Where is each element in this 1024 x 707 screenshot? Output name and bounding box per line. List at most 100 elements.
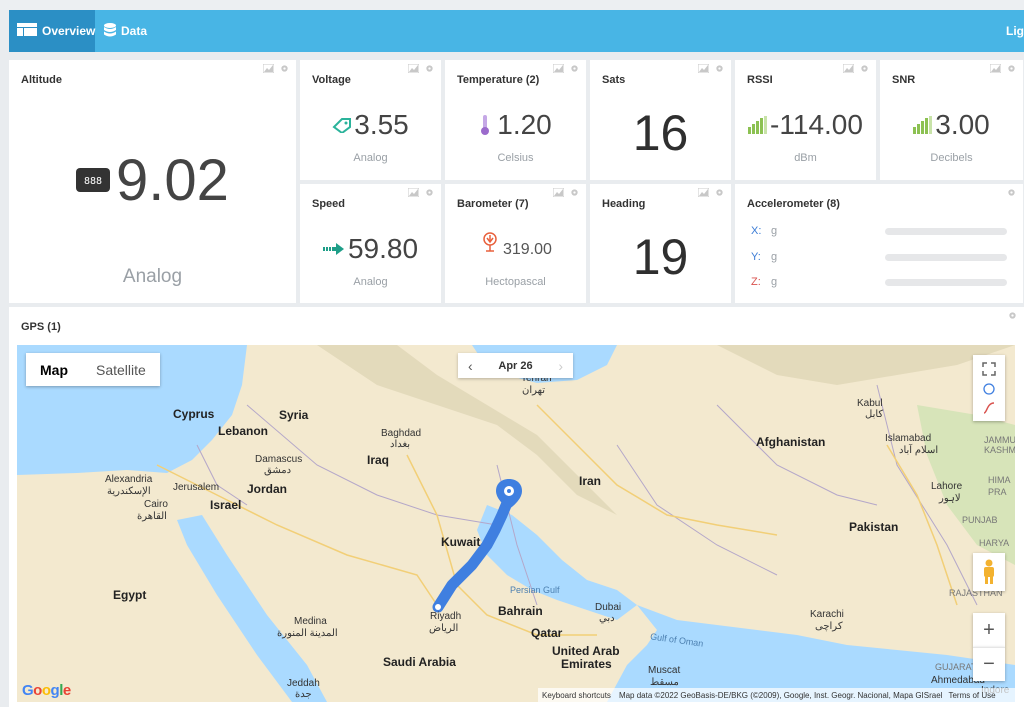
card-tools — [990, 64, 1017, 73]
zoom-in-button[interactable]: + — [973, 613, 1005, 647]
gear-icon[interactable] — [1007, 311, 1018, 320]
map-label: GUJARAT — [935, 662, 977, 672]
map-label: Jordan — [247, 482, 288, 496]
map-label: KASHMIR — [984, 445, 1015, 455]
card-tools — [263, 64, 290, 73]
chart-icon[interactable] — [263, 64, 274, 73]
gear-icon[interactable] — [714, 188, 725, 197]
accelerometer-card: Accelerometer (8) X: g Y: g Z: g — [735, 184, 1023, 303]
map-label: Afghanistan — [756, 435, 826, 449]
map-type-satellite-button[interactable]: Satellite — [96, 361, 146, 378]
map-label: مسقط — [650, 677, 679, 688]
altitude-title: Altitude — [21, 74, 62, 86]
map-type-map-button[interactable]: Map — [40, 361, 68, 378]
chart-icon[interactable] — [553, 64, 564, 73]
map-label: Cairo — [144, 499, 168, 510]
tab-overview[interactable]: Overview — [9, 10, 95, 52]
rssi-value-row: -114.00 — [735, 108, 876, 142]
signal-bars-icon — [748, 116, 768, 134]
terms-link[interactable]: Terms of Use — [948, 690, 996, 700]
temperature-unit: Celsius — [497, 152, 534, 164]
chart-icon[interactable] — [843, 64, 854, 73]
draw-line-icon[interactable] — [983, 402, 995, 414]
map-label: دمشق — [264, 465, 292, 476]
gear-icon[interactable] — [569, 64, 580, 73]
accel-axis-label: Z: — [751, 276, 761, 288]
sats-value: 16 — [632, 105, 689, 161]
accel-unit: g — [771, 225, 778, 237]
map-label: Karachi — [810, 609, 844, 620]
map-label: کراچی — [815, 621, 843, 632]
map-label: PUNJAB — [962, 515, 998, 525]
snr-title: SNR — [892, 74, 916, 86]
map-label: United Arab — [552, 644, 620, 658]
keyboard-shortcuts-link[interactable]: Keyboard shortcuts — [542, 690, 611, 700]
gear-icon[interactable] — [714, 64, 725, 73]
sats-card: Sats 16 — [590, 60, 731, 180]
fullscreen-icon[interactable] — [982, 362, 996, 376]
accel-row-x: X: g — [751, 225, 1007, 237]
sats-title: Sats — [602, 74, 626, 86]
temperature-title: Temperature (2) — [457, 74, 540, 86]
speed-value-row: 59.80 — [300, 232, 441, 266]
temperature-value: 1.20 — [497, 109, 552, 140]
date-prev-button[interactable]: ‹ — [468, 357, 473, 374]
chart-icon[interactable] — [990, 64, 1001, 73]
map-label: Qatar — [531, 626, 563, 640]
gear-icon[interactable] — [1006, 188, 1017, 197]
map-label: Dubai — [595, 602, 622, 613]
chart-icon[interactable] — [408, 188, 419, 197]
speed-value: 59.80 — [347, 233, 419, 264]
altitude-value-row: 888 9.02 — [9, 148, 296, 213]
map-label: Islamabad — [885, 433, 932, 444]
arrow-right-icon — [322, 243, 344, 255]
speed-unit: Analog — [353, 276, 388, 288]
map-label: تهران — [522, 385, 546, 396]
map-label: لاہور — [939, 493, 961, 504]
chart-icon[interactable] — [698, 188, 709, 197]
chart-icon[interactable] — [408, 64, 419, 73]
chart-icon[interactable] — [553, 188, 564, 197]
gps-pin-icon[interactable] — [496, 479, 522, 509]
altitude-card: Altitude 888 9.02 Analog — [9, 60, 296, 303]
map-label: Riyadh — [430, 611, 462, 622]
accel-row-z: Z: g — [751, 276, 1007, 288]
altitude-unit: Analog — [122, 266, 183, 287]
gear-icon[interactable] — [859, 64, 870, 73]
map-label: Muscat — [648, 665, 681, 676]
temperature-card: Temperature (2) 1.20 Celsius — [445, 60, 586, 180]
gear-icon[interactable] — [424, 188, 435, 197]
map-label: Persian Gulf — [510, 585, 560, 595]
date-next-button[interactable]: › — [558, 357, 563, 374]
map-label: المدينة المنورة — [277, 628, 338, 639]
database-icon — [104, 22, 116, 40]
gps-map[interactable]: Tehran تهران Cyprus Syria Lebanon Baghda… — [17, 345, 1015, 702]
pegman-button[interactable] — [973, 553, 1005, 591]
card-tools — [698, 64, 725, 73]
gear-icon[interactable] — [424, 64, 435, 73]
draw-circle-icon[interactable] — [983, 383, 995, 395]
accel-row-y: Y: g — [751, 251, 1007, 263]
tab-overview-label: Overview — [42, 24, 96, 38]
map-label: Pakistan — [849, 520, 899, 534]
map-label: Syria — [279, 408, 309, 422]
map-label: Lahore — [931, 481, 963, 492]
battery-tag-icon — [332, 118, 352, 133]
gear-icon[interactable] — [569, 188, 580, 197]
gear-icon[interactable] — [1006, 64, 1017, 73]
nav-right-label[interactable]: Lig — [1006, 24, 1024, 38]
chart-icon[interactable] — [698, 64, 709, 73]
gear-icon[interactable] — [279, 64, 290, 73]
barometer-title: Barometer (7) — [457, 198, 529, 210]
map-label: Bahrain — [498, 604, 543, 618]
accel-bar — [885, 227, 1007, 235]
map-label: Egypt — [113, 588, 147, 602]
zoom-out-button[interactable]: − — [973, 647, 1005, 681]
temperature-value-row: 1.20 — [445, 108, 586, 142]
map-attribution: Keyboard shortcuts Map data ©2022 GeoBas… — [538, 688, 1015, 702]
tab-data[interactable]: Data — [96, 10, 155, 52]
card-tools — [408, 64, 435, 73]
barometer-value: 319.00 — [503, 241, 552, 258]
map-background — [17, 345, 1015, 702]
heading-value: 19 — [632, 229, 689, 285]
